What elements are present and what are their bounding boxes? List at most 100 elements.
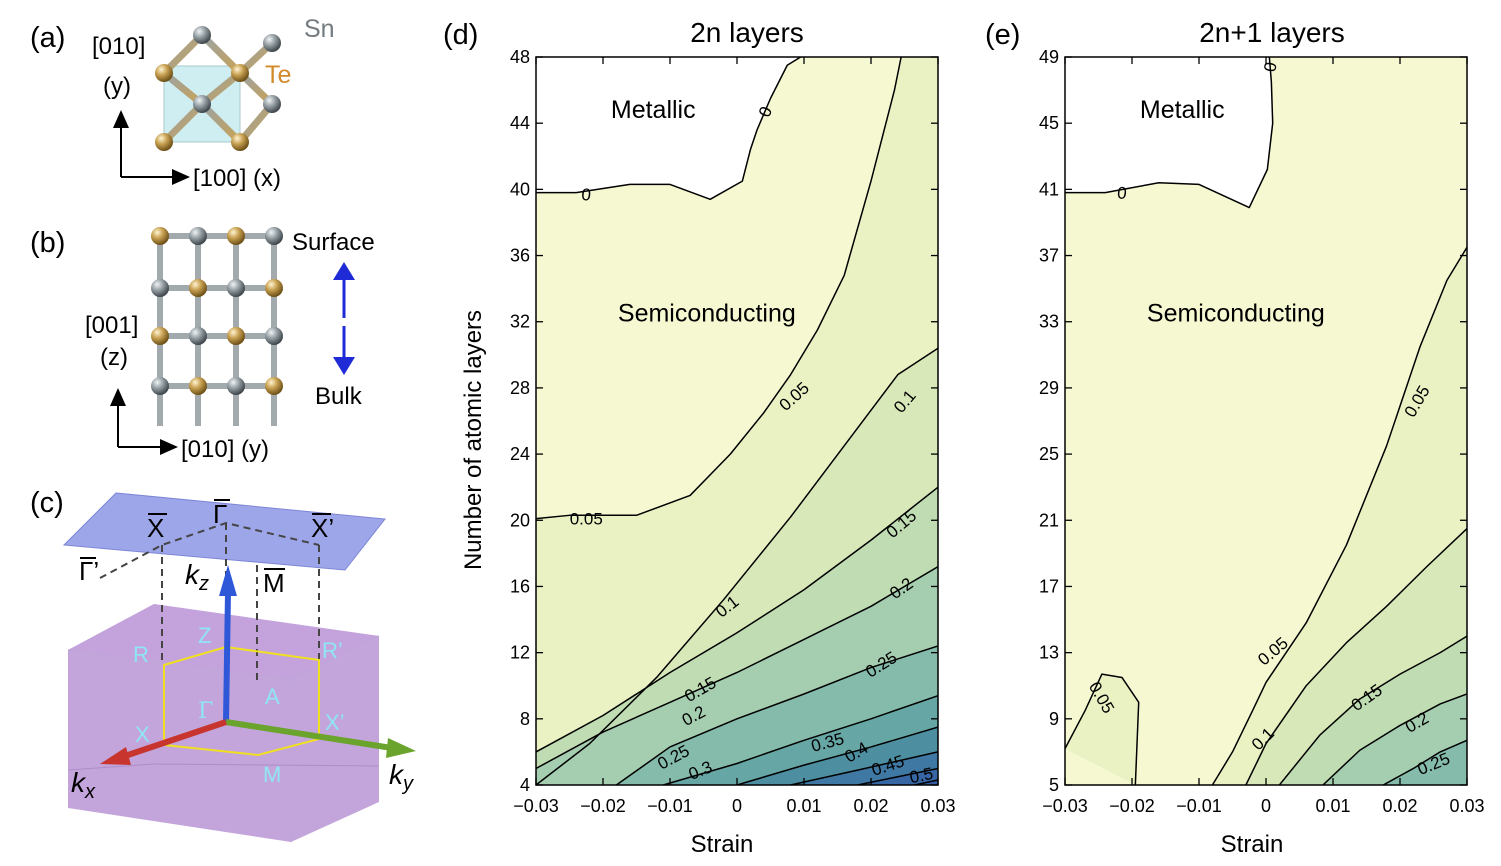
x-tick-label: 0.03	[1449, 796, 1484, 816]
contour-line-0.15	[536, 486, 938, 753]
y-tick-label: 41	[1039, 179, 1059, 199]
gamma-label: Γ	[198, 699, 213, 724]
z-label: Z	[198, 623, 211, 648]
y-tick-label: 21	[1039, 510, 1059, 530]
x-tick-label: −0.03	[513, 796, 559, 816]
x-tick-label: 0	[732, 796, 742, 816]
bulk-cube-top	[68, 604, 379, 680]
contour-line-0.15	[1278, 635, 1467, 785]
kx-label: kx	[71, 767, 96, 803]
panel-label-d: (d)	[443, 19, 478, 51]
panel-c: (c) X Γ X’ Γ’ M	[30, 487, 416, 842]
y-tick-label: 48	[510, 47, 530, 67]
contour-label-group: 0	[581, 185, 592, 205]
y-tick-label: 49	[1039, 47, 1059, 67]
y-tick-label: 28	[510, 378, 530, 398]
te-atom	[265, 377, 283, 395]
y-tick-label: 36	[510, 246, 530, 266]
xbar-label: X	[147, 513, 164, 543]
y-tick-label: 32	[510, 312, 530, 332]
y-tick-label: 37	[1039, 246, 1059, 266]
x-tick-label: 0.01	[1315, 796, 1350, 816]
te-atom	[151, 327, 169, 345]
contour-line-0.2	[1322, 693, 1467, 785]
bulk-label: Bulk	[315, 383, 363, 410]
contour-label-group: 0.05	[570, 510, 603, 529]
x-tick-label: −0.01	[1176, 796, 1222, 816]
y-tick-label: 40	[510, 179, 530, 199]
atoms-a	[155, 26, 281, 151]
kz-label: kz	[185, 559, 209, 595]
contour-label: 0	[1116, 183, 1127, 203]
y-tick-label: 33	[1039, 312, 1059, 332]
axis-x-label: [100] (x)	[193, 165, 281, 192]
sn-atom	[265, 227, 283, 245]
kz-subscript: z	[198, 573, 209, 595]
contour-label: 0	[581, 185, 592, 205]
y-tick-label: 45	[1039, 113, 1059, 133]
xprimebar-label: X’	[311, 513, 334, 543]
contour-label-group: 0.5	[908, 764, 935, 788]
y-tick-label: 4	[520, 775, 530, 795]
x-tick-label: −0.02	[580, 796, 626, 816]
ky-axis-head	[386, 738, 416, 758]
chart-d-ylabel: Number of atomic layers	[460, 310, 487, 570]
contour-line-0.05	[1065, 673, 1140, 785]
y-tick-label: 44	[510, 113, 530, 133]
panel-b: (b) Surface Bulk [001] (z) [010] (y)	[30, 227, 375, 463]
chart-d-title: 2n layers	[690, 17, 804, 48]
axis-y-label: (y)	[103, 73, 131, 100]
y-tick-label: 13	[1039, 643, 1059, 663]
slab-lattice	[151, 227, 283, 426]
axis-y-label-b: [010] (y)	[181, 436, 269, 463]
sn-atom	[151, 377, 169, 395]
x-tick-label: 0.03	[920, 796, 955, 816]
contour-label: 0.5	[908, 764, 935, 788]
surface-label: Surface	[292, 229, 375, 256]
te-atom	[227, 327, 245, 345]
te-atom	[189, 279, 207, 297]
y-tick-label: 5	[1049, 775, 1059, 795]
mbar-label: M	[263, 568, 285, 598]
bulk-arrow-head	[333, 357, 355, 375]
panel-label-a: (a)	[30, 22, 65, 54]
kz-letter: k	[185, 559, 201, 590]
te-atom	[189, 377, 207, 395]
axis-z-direction-label: [001]	[85, 312, 138, 339]
contour-area: 000.050.050.050.10.150.20.25	[1065, 57, 1467, 785]
x-tick-label: 0.02	[1382, 796, 1417, 816]
x-tick-label: −0.02	[1109, 796, 1155, 816]
gammabar-label: Γ	[213, 499, 227, 529]
cube-edge-back	[67, 763, 380, 771]
contour-line-0.2	[536, 565, 938, 770]
xprime-label: X’	[325, 710, 345, 735]
region-label: Metallic	[1140, 96, 1225, 124]
sn-atom	[189, 227, 207, 245]
rprime-label: R’	[322, 638, 343, 663]
contour-line-0.3	[663, 694, 938, 785]
contour-line-0.4	[790, 751, 938, 785]
x-tick-label: −0.03	[1042, 796, 1088, 816]
x-tick-label: −0.01	[647, 796, 693, 816]
band-island	[1065, 674, 1139, 785]
panel-d: (d) 2n layers 000.050.050.10.10.150.150.…	[443, 17, 956, 858]
contour-line-0	[536, 57, 802, 201]
y-tick-label: 24	[510, 444, 530, 464]
contour-line-0.05	[1211, 246, 1467, 785]
atom-label-sn: Sn	[304, 15, 335, 43]
sn-atom	[265, 327, 283, 345]
panel-label-c: (c)	[30, 487, 64, 519]
y-tick-label: 16	[510, 576, 530, 596]
contour-line-0.25	[615, 645, 938, 785]
te-atom	[151, 227, 169, 245]
y-tick-label: 25	[1039, 444, 1059, 464]
axis-y-direction-label: [010]	[92, 33, 145, 60]
kx-letter: k	[71, 767, 87, 798]
contour-label: 0.05	[570, 510, 603, 529]
region-label: Semiconducting	[618, 300, 796, 328]
r-label: R	[133, 642, 149, 667]
chart-d-xlabel: Strain	[691, 831, 754, 858]
region-label: Semiconducting	[1147, 300, 1325, 328]
x-label: X	[135, 722, 150, 747]
